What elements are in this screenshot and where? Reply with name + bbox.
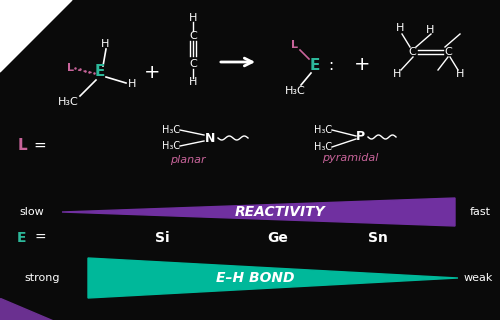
Text: H₃C: H₃C: [58, 97, 78, 107]
Text: +: +: [354, 55, 370, 75]
Text: H₃C: H₃C: [314, 142, 332, 152]
Text: slow: slow: [20, 207, 44, 217]
Text: H: H: [189, 77, 197, 87]
Text: E: E: [310, 58, 320, 73]
Text: Si: Si: [154, 231, 170, 245]
Text: H: H: [189, 13, 197, 23]
Polygon shape: [88, 258, 458, 298]
Text: planar: planar: [170, 155, 206, 165]
Text: L: L: [17, 138, 27, 153]
Text: =: =: [34, 138, 46, 153]
Text: C: C: [408, 47, 416, 57]
Text: L: L: [66, 63, 73, 73]
Text: pyramidal: pyramidal: [322, 153, 378, 163]
Text: REACTIVITY: REACTIVITY: [234, 205, 326, 219]
Text: E–H BOND: E–H BOND: [216, 271, 294, 285]
Polygon shape: [0, 0, 72, 72]
Polygon shape: [0, 298, 52, 320]
Text: H₃C: H₃C: [284, 86, 306, 96]
Text: C: C: [189, 31, 197, 41]
Text: P: P: [356, 131, 364, 143]
Text: E: E: [95, 65, 105, 79]
Text: H: H: [456, 69, 464, 79]
Text: :: :: [328, 58, 334, 73]
Text: H₃C: H₃C: [162, 125, 180, 135]
Text: E: E: [17, 231, 27, 245]
Text: weak: weak: [464, 273, 492, 283]
Text: H: H: [101, 39, 109, 49]
Text: C: C: [189, 59, 197, 69]
Text: Sn: Sn: [368, 231, 388, 245]
Text: H: H: [393, 69, 401, 79]
Text: H₃C: H₃C: [314, 125, 332, 135]
Text: L: L: [292, 40, 298, 50]
Text: H: H: [128, 79, 136, 89]
Text: H₃C: H₃C: [162, 141, 180, 151]
Text: H: H: [426, 25, 434, 35]
Polygon shape: [62, 198, 455, 226]
Text: =: =: [34, 231, 46, 245]
Text: Ge: Ge: [268, 231, 288, 245]
Text: H: H: [396, 23, 404, 33]
Text: N: N: [205, 132, 215, 145]
Text: fast: fast: [470, 207, 490, 217]
Text: C: C: [444, 47, 452, 57]
Text: strong: strong: [24, 273, 60, 283]
Text: +: +: [144, 62, 160, 82]
